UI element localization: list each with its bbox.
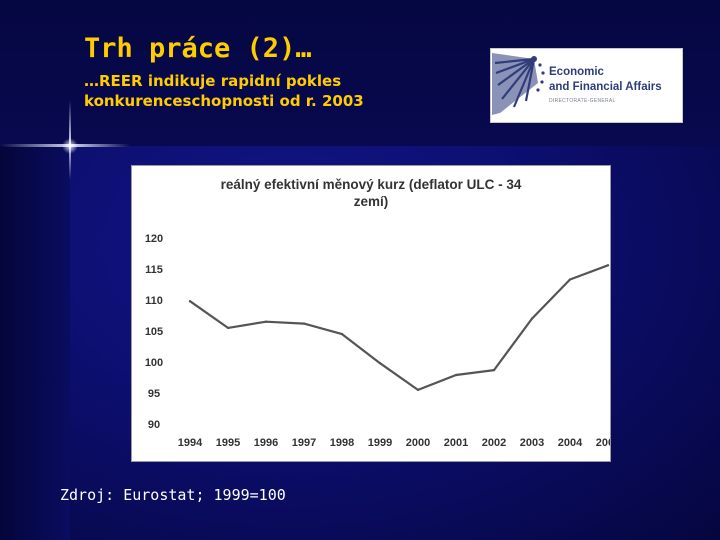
y-tick-label: 100	[145, 357, 163, 369]
logo-name: Economic and Financial Affairs	[549, 66, 662, 93]
reer-line-chart: reálný efektivní měnový kurz (deflator U…	[145, 177, 610, 449]
data-point	[530, 317, 534, 320]
data-point	[340, 332, 344, 336]
data-point	[492, 368, 496, 372]
data-point	[568, 278, 572, 281]
light-flare-center	[62, 138, 78, 154]
subtitle-line-2: konkurenceschopnosti od r. 2003	[84, 92, 364, 110]
data-point	[302, 322, 306, 325]
slide-subtitle: …REER indikuje rapidní pokles konkurence…	[84, 71, 364, 111]
data-point	[226, 326, 230, 330]
y-tick-label: 110	[145, 295, 163, 307]
x-tick-label: 1996	[254, 437, 278, 449]
left-band	[0, 146, 70, 540]
x-tick-label: 1997	[292, 437, 316, 449]
y-axis: 90 95 100 105 110 115 120	[145, 233, 163, 431]
data-point	[416, 388, 420, 392]
slide-title: Trh práce (2)…	[84, 33, 312, 64]
y-tick-label: 105	[145, 326, 163, 338]
x-axis: 1994 1995 1996 1997 1998 1999 2000 2001 2002 2003…	[178, 437, 610, 449]
data-point	[188, 300, 192, 303]
y-tick-label: 115	[145, 264, 163, 276]
data-point	[454, 373, 458, 377]
data-point	[264, 320, 268, 323]
x-tick-label: 1995	[216, 437, 240, 449]
source-note: Zdroj: Eurostat; 1999=100	[60, 486, 286, 504]
chart-title-line-1: reálný efektivní měnový kurz (deflator U…	[221, 177, 522, 192]
logo-subtitle: DIRECTORATE-GENERAL	[549, 98, 616, 104]
chart-title-line-2: zemí)	[354, 194, 389, 209]
data-point	[378, 362, 382, 365]
x-tick-label: 2001	[444, 437, 468, 449]
ecfin-logo: Economic and Financial Affairs DIRECTORA…	[490, 48, 683, 123]
x-tick-label: 2005	[596, 437, 610, 449]
x-tick-label: 2003	[520, 437, 544, 449]
y-tick-label: 90	[148, 419, 160, 431]
data-point	[606, 264, 610, 267]
x-tick-label: 1999	[368, 437, 392, 449]
series-line	[189, 264, 609, 391]
x-tick-label: 2002	[482, 437, 506, 449]
x-tick-label: 2000	[406, 437, 430, 449]
y-tick-label: 95	[148, 388, 160, 400]
x-tick-label: 1994	[178, 437, 203, 449]
eu-stars-burst-icon	[492, 53, 545, 115]
subtitle-line-1: …REER indikuje rapidní pokles	[84, 72, 342, 90]
chart-panel: reálný efektivní měnový kurz (deflator U…	[131, 165, 611, 462]
y-tick-label: 120	[145, 233, 163, 245]
x-tick-label: 2004	[558, 437, 583, 449]
x-tick-label: 1998	[330, 437, 354, 449]
series-layer	[188, 264, 610, 392]
